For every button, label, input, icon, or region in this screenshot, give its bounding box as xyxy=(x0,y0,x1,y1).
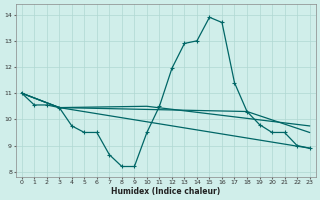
X-axis label: Humidex (Indice chaleur): Humidex (Indice chaleur) xyxy=(111,187,220,196)
